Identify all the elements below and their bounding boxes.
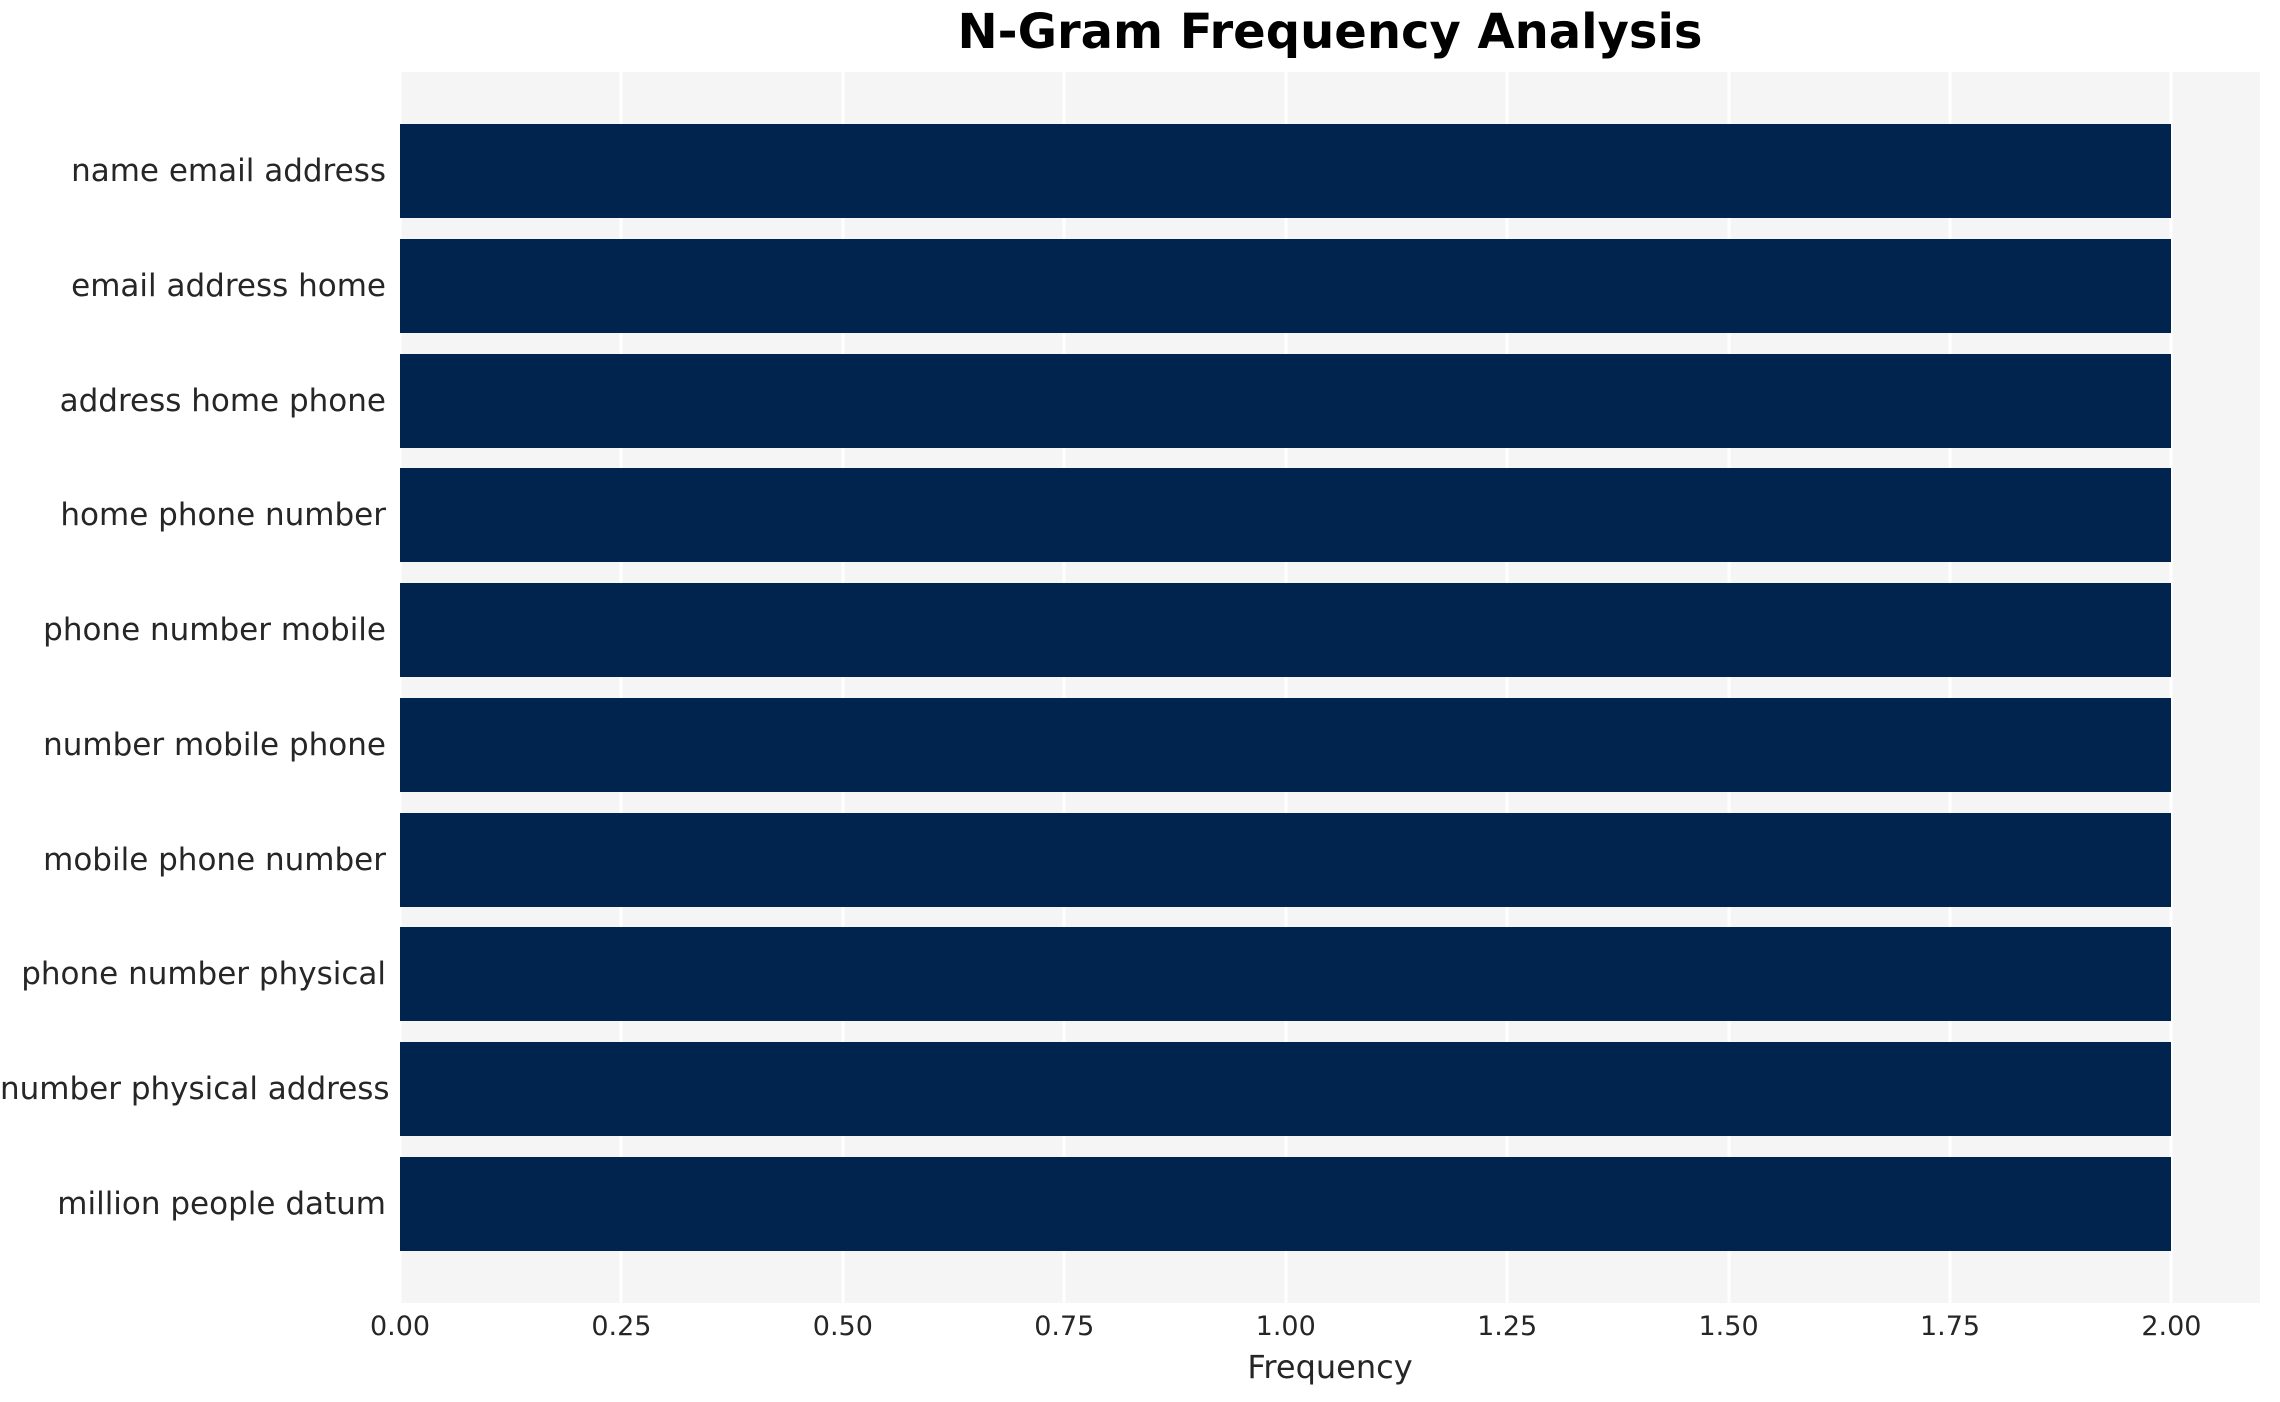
bar: [400, 927, 2172, 1022]
bar-row: million people datum: [0, 1146, 2260, 1261]
y-tick-label: name email address: [71, 153, 386, 190]
bar: [400, 1041, 2172, 1136]
x-tick-label: 0.00: [369, 1311, 431, 1342]
gridline: [1727, 72, 1731, 1303]
y-tick-label: phone number physical: [21, 956, 386, 993]
bar-row: email address home: [0, 229, 2260, 344]
x-tick-label: 0.50: [812, 1311, 873, 1342]
y-tick-label: phone number mobile: [43, 612, 386, 649]
bar-row: number mobile phone: [0, 688, 2260, 803]
gridline: [2169, 72, 2173, 1303]
chart-title: N-Gram Frequency Analysis: [957, 4, 1703, 60]
gridline: [1948, 72, 1952, 1303]
bar-row: phone number mobile: [0, 573, 2260, 688]
bar: [400, 353, 2172, 448]
bar-track: [400, 802, 2260, 917]
bar: [400, 468, 2172, 563]
bar-track: [400, 688, 2260, 803]
bar-row: home phone number: [0, 458, 2260, 573]
gridline: [400, 72, 402, 1303]
bar-row: number physical address: [0, 1032, 2260, 1147]
y-tick-label: mobile phone number: [43, 841, 386, 878]
y-tick-label: million people datum: [57, 1185, 386, 1222]
y-tick-label: address home phone: [59, 382, 386, 419]
x-axis-label: Frequency: [1247, 1348, 1413, 1386]
gridline: [1284, 72, 1288, 1303]
x-tick-label: 0.25: [591, 1311, 652, 1342]
x-tick-label: 1.75: [1919, 1311, 1981, 1342]
gridline: [841, 72, 845, 1303]
bar-track: [400, 1032, 2260, 1147]
y-tick-label: email address home: [71, 268, 386, 305]
x-tick-label: 2.00: [2141, 1311, 2202, 1342]
bar-row: name email address: [0, 114, 2260, 229]
bar-track: [400, 229, 2260, 344]
x-tick-label: 0.75: [1034, 1311, 1095, 1342]
bar: [400, 124, 2172, 219]
x-axis: 0.00 0.25 0.50 0.75 1.00 1.25 1.50 1.75 2.00: [370, 1311, 2260, 1347]
x-tick-label: 1.00: [1255, 1311, 1316, 1342]
gridline: [1062, 72, 1066, 1303]
bar-row: address home phone: [0, 343, 2260, 458]
bar-track: [400, 573, 2260, 688]
bar-row: mobile phone number: [0, 802, 2260, 917]
bar-track: [400, 343, 2260, 458]
bar-row: phone number physical: [0, 917, 2260, 1032]
bar-track: [400, 114, 2260, 229]
x-tick-label: 1.25: [1477, 1311, 1538, 1342]
y-tick-label: home phone number: [60, 497, 386, 534]
bar: [400, 583, 2172, 678]
bar: [400, 239, 2172, 334]
gridline: [619, 72, 623, 1303]
y-tick-label: number mobile phone: [43, 726, 386, 763]
bar-track: [400, 917, 2260, 1032]
bar-track: [400, 458, 2260, 573]
gridline: [1505, 72, 1509, 1303]
bar: [400, 697, 2172, 792]
bar: [400, 812, 2172, 907]
bar: [400, 1156, 2172, 1251]
y-tick-label: number physical address: [0, 1070, 390, 1107]
bar-track: [400, 1146, 2260, 1261]
bar-rows: name email address email address home addr…: [0, 114, 2260, 1261]
x-tick-label: 1.50: [1698, 1311, 1759, 1342]
